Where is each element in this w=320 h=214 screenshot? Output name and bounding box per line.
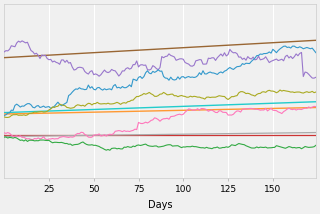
- X-axis label: Days: Days: [148, 200, 172, 210]
